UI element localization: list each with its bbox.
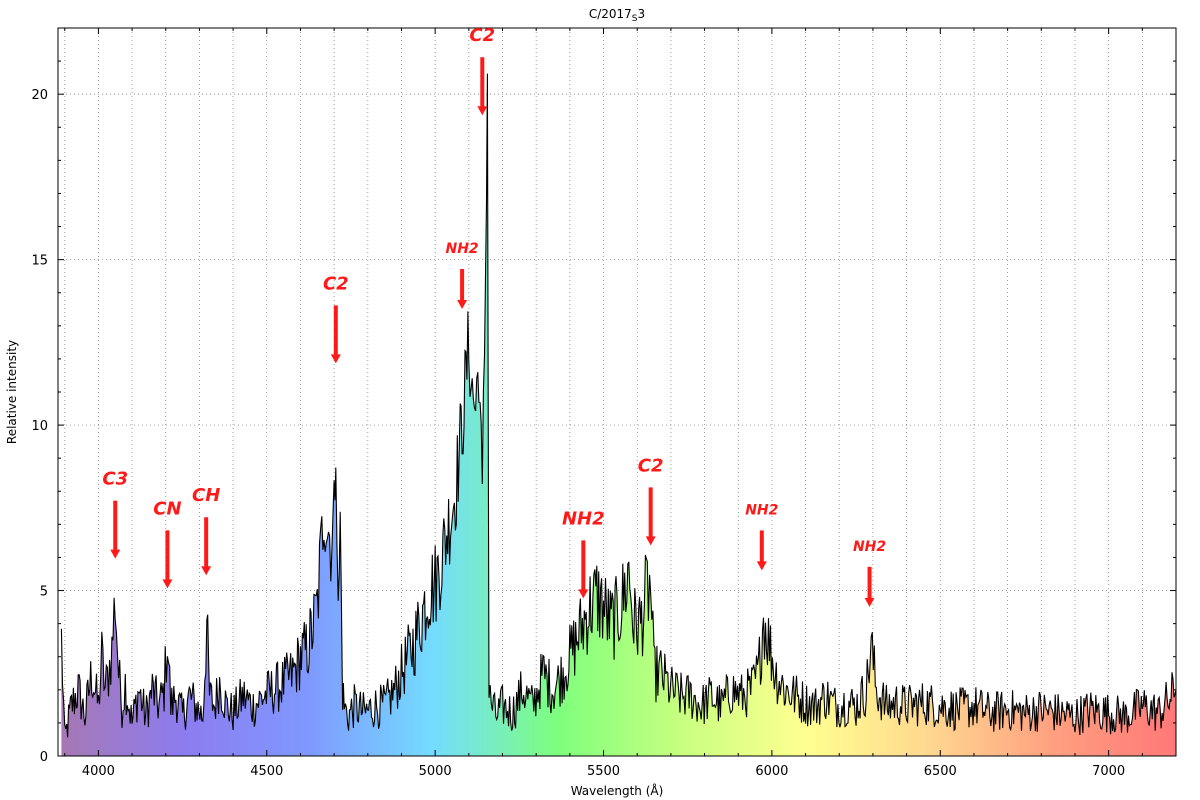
y-tick-label: 20 [31,88,48,103]
annotation-label: NH2 [446,241,479,257]
chart-title: C/2017S3 [589,7,645,24]
y-tick-label: 15 [31,254,48,269]
annotation-ch: CH [192,485,220,576]
y-tick-label: 10 [31,419,48,434]
annotation-c2: C2 [638,455,664,546]
chart-title-main: C/2017 [589,7,632,21]
x-tick-label: 5500 [587,764,620,779]
annotation-label: C2 [469,25,495,46]
x-tick-label: 4500 [250,764,283,779]
annotation-arrow-head [578,589,589,599]
y-axis-label: Relative intensity [5,340,19,444]
annotation-label: C3 [102,469,128,490]
annotation-cn: CN [153,498,182,589]
annotation-label: CN [153,498,181,519]
y-tick-labels: 0 5 10 15 20 [31,88,48,765]
y-tick-label: 5 [40,585,48,600]
x-tick-label: 5000 [419,764,452,779]
spectrum-line [60,73,1176,738]
x-tick-label: 4000 [82,764,115,779]
annotation-arrow-head [645,536,656,546]
chart-title-subscript: S [632,14,638,24]
emission-annotations: C3 CN CH C2 NH2 C2 NH2 C2 NH2 NH2 [102,25,886,607]
annotation-nh2: NH2 [562,508,605,599]
annotation-label: NH2 [853,539,886,555]
chart-title-suffix: 3 [638,7,646,21]
annotation-nh2: NH2 [446,241,479,310]
annotation-arrow-head [330,354,341,364]
annotation-arrow-head [162,579,173,589]
x-tick-label: 6000 [755,764,788,779]
x-tick-label: 6500 [924,764,957,779]
spectrum-area-fill [61,73,1176,756]
annotation-c2: C2 [469,25,495,116]
axis-ticks [58,27,1177,757]
annotation-c2: C2 [323,273,349,364]
annotation-c3: C3 [102,469,128,559]
annotation-label: CH [192,485,220,506]
annotation-arrow-head [457,300,468,310]
y-tick-label: 0 [40,750,48,765]
annotation-arrow-head [477,106,488,116]
annotation-arrow-head [201,566,212,576]
annotation-label: C2 [323,273,349,294]
annotation-label: C2 [638,455,664,476]
annotation-label: NH2 [745,502,778,518]
annotation-arrow-head [756,561,767,571]
annotation-nh2: NH2 [853,539,886,607]
annotation-arrow-head [864,597,875,607]
annotation-label: NH2 [562,508,605,529]
annotation-nh2: NH2 [745,502,778,571]
annotation-arrow-head [110,549,121,559]
x-tick-labels: 4000 4500 5000 5500 6000 6500 7000 [82,764,1125,779]
x-tick-label: 7000 [1092,764,1125,779]
x-axis-label: Wavelength (Å) [571,783,664,798]
